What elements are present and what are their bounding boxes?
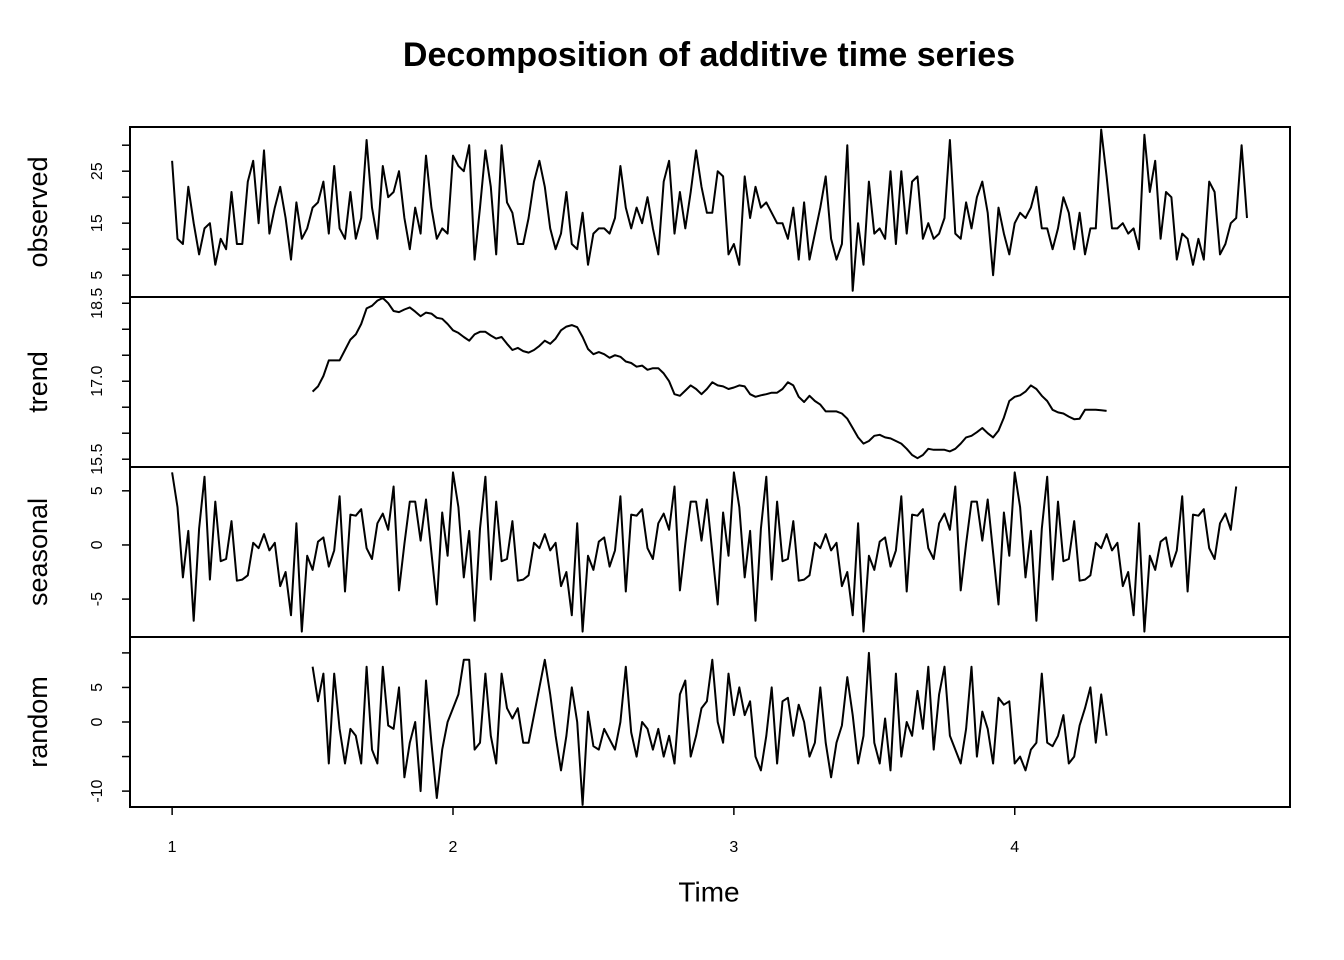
series-line <box>171 471 1238 633</box>
y-tick-label: 17.0 <box>89 366 106 397</box>
x-tick-label: 4 <box>1010 839 1019 856</box>
y-tick-label: 15.5 <box>89 444 106 475</box>
y-tick-label: 25 <box>89 162 106 180</box>
chart-title: Decomposition of additive time series <box>403 36 1015 74</box>
x-tick-label: 2 <box>449 839 458 856</box>
y-tick-label: 5 <box>89 683 106 692</box>
x-tick-label: 3 <box>729 839 738 856</box>
x-axis-label: Time <box>678 876 739 907</box>
y-tick-label: 5 <box>89 271 106 280</box>
y-tick-label: 15 <box>89 214 106 232</box>
panel-frame <box>129 636 1291 808</box>
series-line <box>311 651 1108 806</box>
y-tick-label: 18.5 <box>89 288 106 319</box>
series-line <box>311 297 1107 460</box>
series-line <box>171 128 1248 292</box>
panel-frame <box>129 296 1291 468</box>
y-tick-label: -5 <box>89 592 106 606</box>
y-tick-label: 5 <box>89 486 106 495</box>
y-tick-label: 0 <box>89 540 106 549</box>
x-tick-label: 1 <box>168 839 177 856</box>
y-axis-label: seasonal <box>23 498 53 606</box>
y-tick-label: 0 <box>89 717 106 726</box>
y-tick-label: -10 <box>89 779 106 802</box>
y-axis-label: observed <box>23 156 53 267</box>
y-axis-label: random <box>23 676 53 768</box>
y-axis-label: trend <box>23 351 53 413</box>
